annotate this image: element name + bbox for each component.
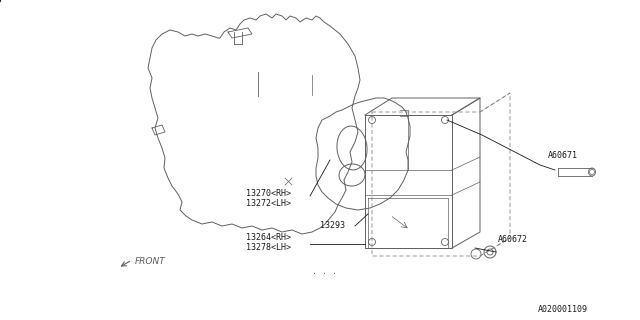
Text: . . .: . . . (312, 267, 337, 276)
Text: 13278<LH>: 13278<LH> (246, 243, 291, 252)
Text: A60671: A60671 (548, 151, 578, 160)
Text: 13270<RH>: 13270<RH> (246, 189, 291, 198)
Text: A60672: A60672 (498, 235, 528, 244)
Text: 13264<RH>: 13264<RH> (246, 233, 291, 242)
Text: 13293: 13293 (320, 221, 345, 230)
Text: FRONT: FRONT (135, 258, 166, 267)
Text: A020001109: A020001109 (538, 305, 588, 314)
Text: 13272<LH>: 13272<LH> (246, 199, 291, 208)
